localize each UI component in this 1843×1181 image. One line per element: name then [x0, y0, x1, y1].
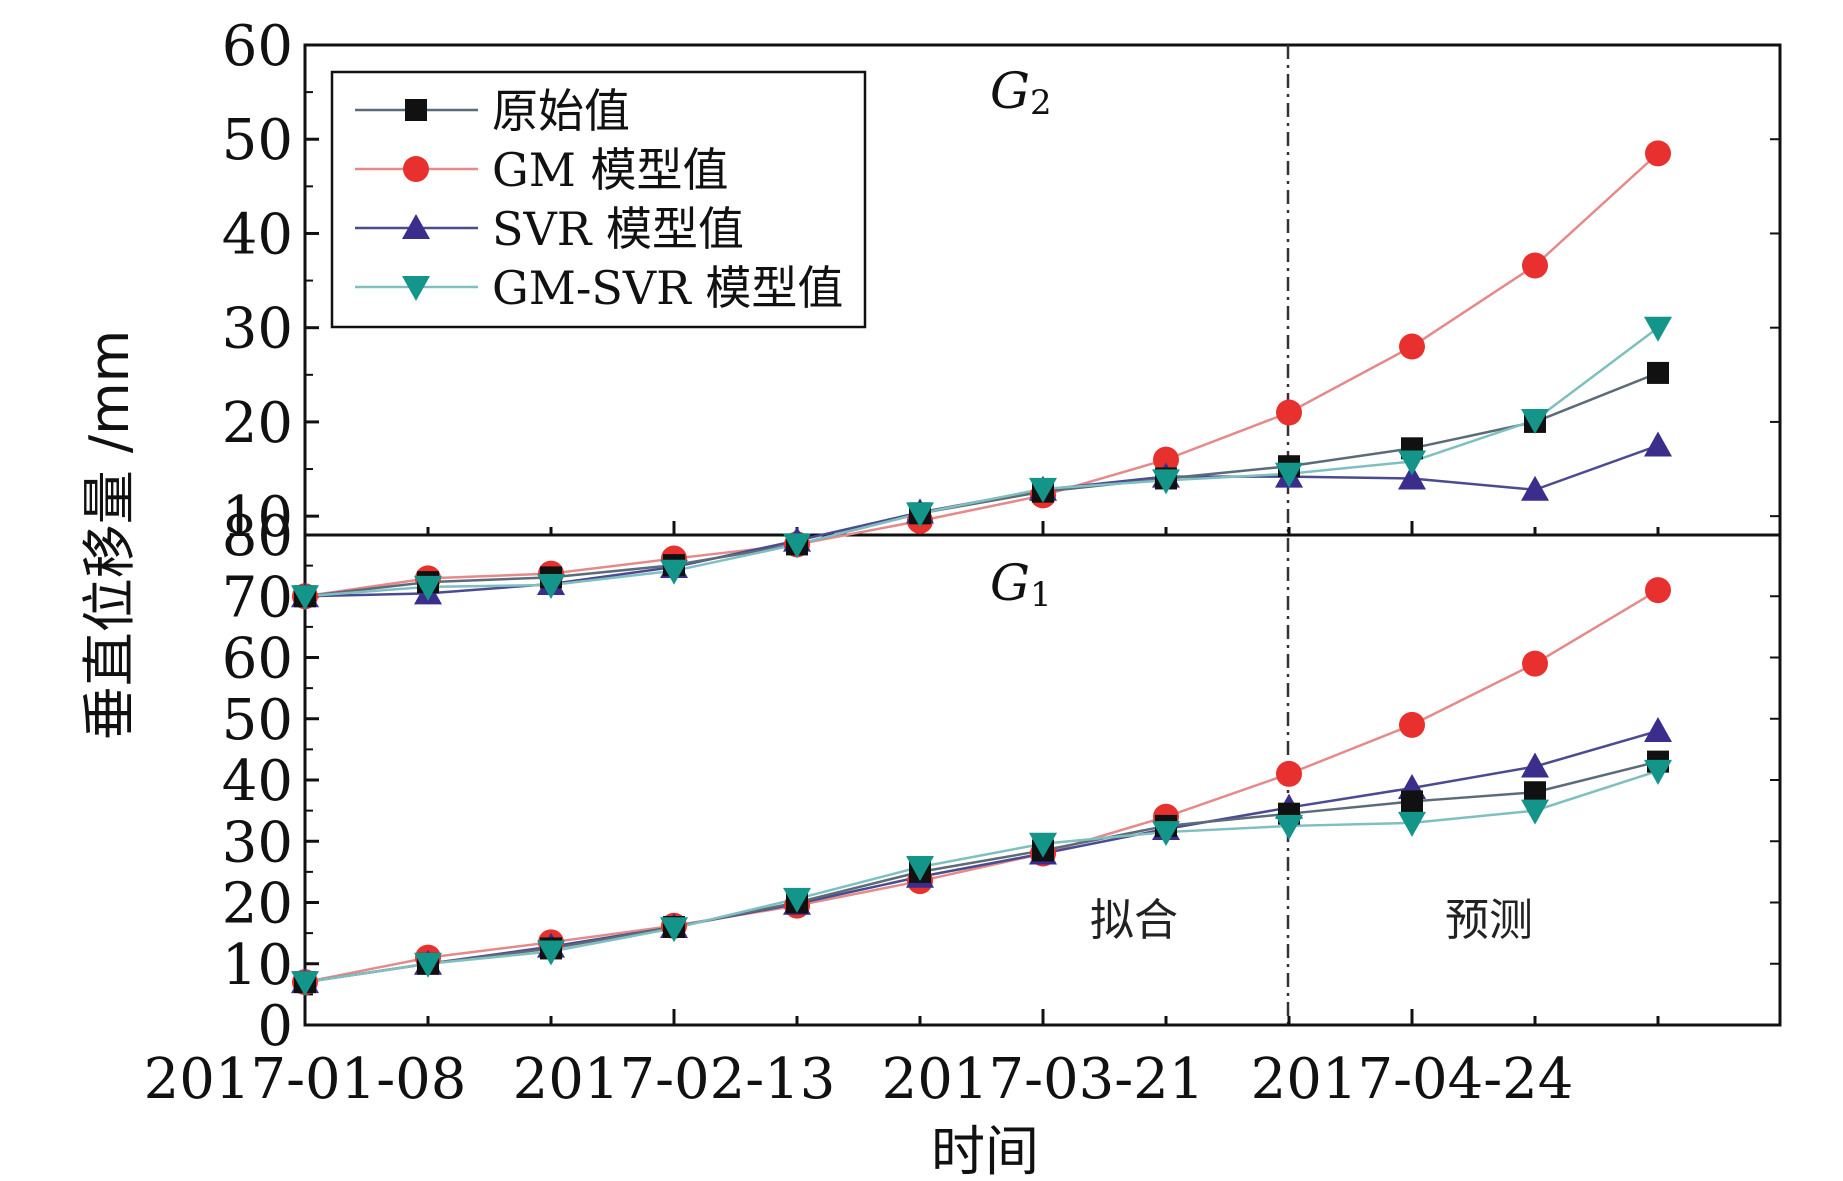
point-g1-gmsvr-6: [1029, 832, 1057, 858]
x-tick-label-3: 2017-04-24: [1251, 1047, 1574, 1112]
y-tick-label-g2-30: 30: [222, 297, 293, 362]
point-g1-gmsvr-5: [906, 855, 934, 881]
y-tick-label-g1-0: 0: [257, 994, 293, 1059]
y-tick-label-g1-40: 40: [222, 749, 293, 814]
series-line-g1-gm: [304, 589, 1659, 984]
y-tick-label-g2-50: 50: [222, 108, 293, 173]
point-g2-gm-10: [1522, 252, 1548, 279]
point-g1-gmsvr-8: [1275, 814, 1303, 840]
point-g1-svr-10: [1521, 752, 1549, 778]
point-g1-gmsvr-10: [1521, 799, 1549, 825]
point-g2-raw-11: [1647, 361, 1669, 384]
point-g2-gm-9: [1399, 333, 1425, 360]
series-line-g2-svr: [304, 444, 1659, 598]
y-tick-label-g1-60: 60: [222, 627, 293, 692]
point-g2-svr-11: [1644, 431, 1672, 457]
point-g2-gmsvr-6: [1029, 477, 1057, 503]
panel-label-g2-main: G: [990, 62, 1030, 120]
point-g2-gm-7: [1153, 446, 1179, 473]
legend-label-gmsvr: GM-SVR 模型值: [492, 261, 843, 315]
point-g1-gm-9: [1399, 711, 1425, 738]
upper-plot-layer: [291, 140, 1672, 611]
legend-marker-gm: [403, 156, 429, 182]
upper-ticks-layer: 10 20 30 40 50 60: [222, 14, 1780, 550]
point-g1-gmsvr-1: [414, 952, 442, 978]
point-g1-gm-10: [1522, 650, 1548, 677]
panel-label-g1: G1: [990, 554, 1052, 615]
x-axis-title: 时间: [931, 1120, 1039, 1181]
y-tick-label-g1-30: 30: [222, 810, 293, 875]
panel-label-g1-sub: 1: [1030, 575, 1052, 615]
x-tick-label-1: 2017-02-13: [513, 1047, 836, 1112]
point-g1-gmsvr-9: [1398, 811, 1426, 837]
x-tick-label-2: 2017-03-21: [882, 1047, 1205, 1112]
point-g2-svr-10: [1521, 475, 1549, 501]
point-g2-svr-9: [1398, 464, 1426, 490]
point-g1-gmsvr-2: [537, 940, 565, 966]
y-axis-title: 垂直位移量 /mm: [78, 330, 141, 741]
point-g2-gmsvr-4: [783, 533, 811, 559]
legend-label-raw: 原始值: [492, 84, 630, 138]
point-g1-gmsvr-4: [783, 887, 811, 913]
legend-items: [355, 99, 478, 301]
x-ticks-layer: 2017-01-08 2017-02-13 2017-03-21 2017-04-24: [144, 521, 1660, 1112]
legend: 原始值 GM 模型值 SVR 模型值 GM-SVR 模型值: [330, 70, 867, 329]
point-g2-gmsvr-7: [1152, 469, 1180, 495]
series-line-g1-svr: [304, 729, 1659, 984]
point-g1-gmsvr-11: [1644, 759, 1672, 785]
point-g1-gm-8: [1276, 760, 1302, 787]
panel-label-g2-sub: 2: [1030, 83, 1052, 123]
series-line-g1-gmsvr: [304, 769, 1659, 984]
fit-region-label: 拟合: [1090, 895, 1178, 946]
y-tick-label-g1-80: 80: [222, 504, 293, 569]
legend-marker-gmsvr: [402, 276, 430, 301]
y-tick-label-g2-20: 20: [222, 391, 293, 456]
point-g1-raw-9: [1401, 790, 1423, 813]
point-g2-gmsvr-2: [537, 573, 565, 599]
legend-marker-raw: [405, 99, 427, 121]
y-tick-label-g1-20: 20: [222, 872, 293, 937]
point-g2-gm-8: [1276, 399, 1302, 426]
point-g2-gmsvr-9: [1398, 450, 1426, 476]
point-g2-gmsvr-11: [1644, 316, 1672, 342]
panel-label-g2: G2: [990, 62, 1052, 123]
point-g2-gmsvr-3: [660, 559, 688, 585]
y-tick-label-g1-70: 70: [222, 565, 293, 630]
forecast-region-label: 预测: [1445, 895, 1533, 946]
point-g2-gmsvr-0: [291, 585, 319, 611]
point-g1-raw-10: [1524, 781, 1546, 804]
series-line-g2-raw: [304, 371, 1659, 598]
point-g2-gmsvr-5: [906, 502, 934, 528]
series-line-g2-gm: [304, 152, 1659, 598]
y-tick-label-g1-10: 10: [222, 933, 293, 998]
point-g2-gm-11: [1645, 140, 1671, 167]
legend-label-gm: GM 模型值: [492, 143, 728, 197]
point-g2-gmsvr-10: [1521, 409, 1549, 435]
legend-marker-svr: [402, 214, 430, 239]
y-tick-label-g2-60: 60: [222, 14, 293, 79]
panel-label-g1-main: G: [990, 554, 1030, 612]
series-line-g1-raw: [304, 760, 1659, 984]
point-g1-svr-11: [1644, 717, 1672, 742]
x-tick-label-0: 2017-01-08: [144, 1047, 467, 1112]
legend-label-svr: SVR 模型值: [492, 202, 744, 256]
series-line-g2-gmsvr: [304, 326, 1659, 598]
point-g1-gm-11: [1645, 577, 1671, 604]
lower-plot-layer: [291, 577, 1672, 997]
point-g1-gmsvr-7: [1152, 821, 1180, 847]
y-tick-label-g2-40: 40: [222, 202, 293, 267]
point-g2-gmsvr-1: [414, 575, 442, 601]
y-tick-label-g2-10: 10: [222, 485, 293, 550]
point-g1-gmsvr-0: [291, 971, 319, 997]
point-g2-gmsvr-8: [1275, 462, 1303, 488]
y-tick-label-g1-50: 50: [222, 688, 293, 753]
point-g1-gmsvr-3: [660, 917, 688, 943]
